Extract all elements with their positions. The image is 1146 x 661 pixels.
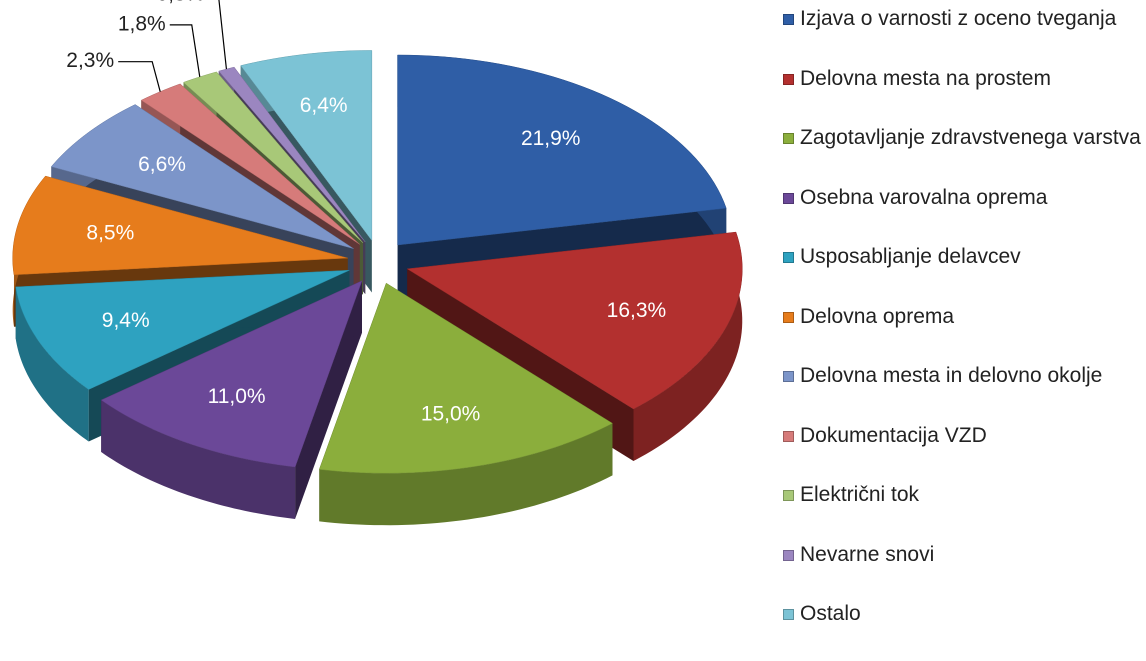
data-label: 9,4% xyxy=(102,309,150,332)
legend-label: Osebna varovalna oprema xyxy=(800,185,1048,209)
legend-swatch xyxy=(783,73,794,85)
data-label: 21,9% xyxy=(521,127,581,150)
slice-top xyxy=(240,50,373,242)
legend-item: Delovna mesta na prostem xyxy=(783,66,1146,126)
legend-swatch xyxy=(783,371,794,382)
data-label: 8,5% xyxy=(86,221,134,244)
legend-swatch xyxy=(783,14,794,25)
leader-line xyxy=(218,0,228,70)
legend-item: Zagotavljanje zdravstvenega varstva xyxy=(783,125,1146,185)
legend-swatch xyxy=(783,192,794,204)
slice-wall xyxy=(633,232,743,461)
legend-item: Dokumentacija VZD xyxy=(783,423,1146,483)
legend-swatch xyxy=(783,133,794,144)
slice-top xyxy=(100,280,363,468)
legend-label: Delovna mesta na prostem xyxy=(800,66,1051,90)
legend-item: Delovna oprema xyxy=(783,304,1146,364)
legend-item: Nevarne snovi xyxy=(783,542,1146,602)
legend-label: Usposabljanje delavcev xyxy=(800,245,1021,268)
legend-label: Zagotavljanje zdravstvenega varstva xyxy=(800,126,1141,149)
legend-item: Izjava o varnosti z oceno tveganja xyxy=(783,6,1146,66)
data-label: 16,3% xyxy=(607,299,667,322)
slice-top xyxy=(140,83,360,245)
legend-label: Izjava o varnosti z oceno tveganja xyxy=(800,7,1117,30)
legend-label: Dokumentacija VZD xyxy=(800,423,987,447)
data-label: 1,8% xyxy=(118,12,166,35)
legend-label: Električni tok xyxy=(800,483,920,506)
page: {"chart_data": {"type": "pie", "categori… xyxy=(12,0,1141,625)
data-label: 2,3% xyxy=(66,49,114,72)
legend-item: Ostalo xyxy=(783,601,1146,661)
legend-swatch xyxy=(783,490,794,501)
legend-label: Ostalo xyxy=(800,602,861,625)
leader-line xyxy=(118,61,161,92)
slice-top xyxy=(183,71,364,243)
legend-item: Električni tok xyxy=(783,482,1146,542)
legend-label: Delovna mesta in delovno okolje xyxy=(800,364,1103,387)
legend-label: Nevarne snovi xyxy=(800,542,935,566)
legend-swatch xyxy=(783,549,794,561)
legend-item: Delovna mesta in delovno okolje xyxy=(783,363,1146,423)
slice-wall xyxy=(15,286,89,442)
slice-wall xyxy=(319,423,613,526)
data-label: 6,6% xyxy=(138,153,186,176)
slice-top xyxy=(397,54,727,246)
legend-swatch xyxy=(783,252,794,263)
data-label: 6,4% xyxy=(300,94,348,117)
data-label: 15,0% xyxy=(421,403,481,426)
slice-top xyxy=(15,269,350,390)
legend-item: Usposabljanje delavcev xyxy=(783,244,1146,304)
slice-top xyxy=(406,231,743,410)
data-label: 0,8% xyxy=(156,0,204,6)
leader-line xyxy=(169,24,201,77)
slice xyxy=(318,282,613,526)
legend-label: Delovna oprema xyxy=(800,304,955,328)
data-label: 11,0% xyxy=(208,385,266,408)
chart: 21,9% 16,3% 15,0% 11,0% 9,4% 8,5% 6,6% 2,3%1,8%… xyxy=(12,0,743,526)
slice xyxy=(100,280,363,519)
legend-swatch xyxy=(783,430,794,442)
legend: Izjava o varnosti z oceno tveganja Delovn… xyxy=(783,6,1146,661)
slice-top xyxy=(318,282,613,474)
legend-swatch xyxy=(783,609,794,620)
legend-item: Osebna varovalna oprema xyxy=(783,185,1146,245)
slice-top xyxy=(50,104,354,249)
legend-swatch xyxy=(783,311,794,323)
slice-top xyxy=(12,175,348,276)
slice-wall xyxy=(101,400,296,519)
